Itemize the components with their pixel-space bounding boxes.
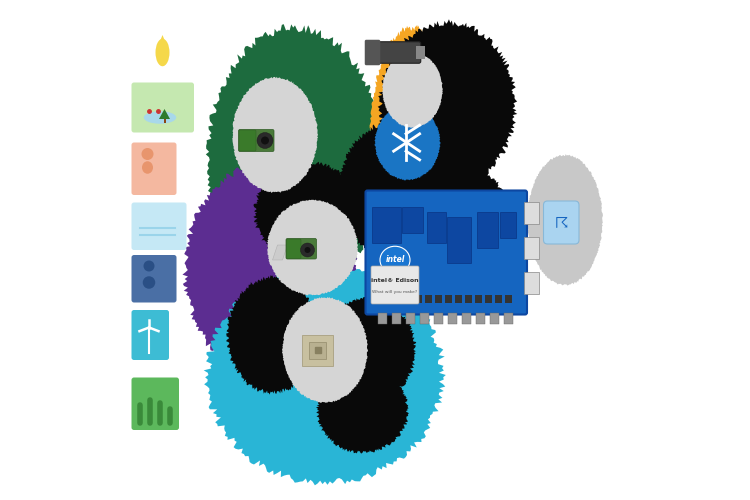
Polygon shape	[374, 104, 440, 180]
Polygon shape	[338, 120, 446, 259]
FancyBboxPatch shape	[405, 294, 412, 302]
FancyBboxPatch shape	[465, 294, 472, 302]
Polygon shape	[393, 160, 512, 279]
FancyBboxPatch shape	[164, 116, 166, 122]
FancyBboxPatch shape	[131, 255, 176, 302]
Circle shape	[301, 243, 314, 257]
Circle shape	[143, 260, 154, 272]
FancyBboxPatch shape	[286, 238, 316, 259]
Polygon shape	[204, 264, 446, 486]
FancyBboxPatch shape	[524, 236, 538, 258]
Polygon shape	[316, 366, 409, 454]
FancyBboxPatch shape	[505, 294, 512, 302]
FancyBboxPatch shape	[490, 312, 499, 324]
FancyBboxPatch shape	[302, 334, 333, 366]
FancyBboxPatch shape	[503, 312, 512, 324]
FancyBboxPatch shape	[419, 312, 428, 324]
FancyBboxPatch shape	[524, 272, 538, 293]
FancyBboxPatch shape	[448, 312, 457, 324]
FancyBboxPatch shape	[365, 190, 527, 314]
FancyBboxPatch shape	[371, 266, 419, 304]
FancyBboxPatch shape	[455, 294, 462, 302]
FancyBboxPatch shape	[433, 312, 442, 324]
Polygon shape	[226, 276, 319, 394]
Text: intel: intel	[386, 256, 405, 264]
FancyBboxPatch shape	[131, 82, 194, 132]
Polygon shape	[318, 296, 416, 404]
Polygon shape	[254, 161, 362, 264]
Polygon shape	[182, 160, 358, 380]
FancyBboxPatch shape	[485, 294, 492, 302]
FancyBboxPatch shape	[477, 212, 498, 248]
FancyBboxPatch shape	[427, 212, 445, 243]
Circle shape	[257, 132, 273, 148]
FancyBboxPatch shape	[238, 130, 274, 152]
Polygon shape	[158, 35, 166, 45]
FancyBboxPatch shape	[406, 312, 415, 324]
FancyBboxPatch shape	[476, 312, 484, 324]
FancyBboxPatch shape	[131, 142, 176, 195]
Circle shape	[142, 148, 154, 160]
Text: What will you make?: What will you make?	[372, 290, 418, 294]
FancyBboxPatch shape	[425, 294, 432, 302]
FancyBboxPatch shape	[374, 42, 421, 63]
FancyBboxPatch shape	[131, 378, 179, 430]
FancyBboxPatch shape	[131, 202, 187, 250]
FancyBboxPatch shape	[372, 207, 400, 243]
FancyBboxPatch shape	[395, 294, 402, 302]
Polygon shape	[527, 154, 603, 286]
FancyBboxPatch shape	[402, 207, 423, 233]
Ellipse shape	[142, 161, 153, 174]
FancyBboxPatch shape	[364, 40, 380, 65]
Polygon shape	[369, 25, 456, 260]
Polygon shape	[378, 20, 518, 190]
Ellipse shape	[144, 112, 176, 124]
FancyBboxPatch shape	[445, 294, 452, 302]
FancyBboxPatch shape	[239, 130, 256, 151]
FancyBboxPatch shape	[435, 294, 442, 302]
FancyBboxPatch shape	[475, 294, 482, 302]
FancyBboxPatch shape	[286, 239, 301, 258]
Polygon shape	[232, 77, 318, 193]
FancyBboxPatch shape	[416, 46, 425, 58]
Polygon shape	[272, 245, 287, 260]
FancyBboxPatch shape	[544, 201, 579, 244]
Polygon shape	[159, 109, 170, 119]
FancyBboxPatch shape	[500, 212, 515, 238]
FancyBboxPatch shape	[447, 217, 470, 263]
Circle shape	[261, 136, 269, 144]
FancyBboxPatch shape	[495, 294, 502, 302]
Text: intel® Edison: intel® Edison	[371, 278, 419, 282]
Ellipse shape	[155, 39, 170, 66]
Circle shape	[304, 247, 310, 253]
FancyBboxPatch shape	[131, 310, 169, 360]
Ellipse shape	[380, 246, 410, 274]
Polygon shape	[206, 24, 385, 296]
FancyBboxPatch shape	[461, 312, 470, 324]
Polygon shape	[382, 52, 442, 128]
Polygon shape	[282, 297, 368, 403]
FancyBboxPatch shape	[524, 202, 538, 224]
Text: ☈: ☈	[554, 215, 568, 230]
FancyBboxPatch shape	[377, 312, 386, 324]
FancyBboxPatch shape	[415, 294, 422, 302]
FancyBboxPatch shape	[392, 312, 400, 324]
Ellipse shape	[142, 276, 155, 289]
FancyBboxPatch shape	[309, 342, 326, 358]
Polygon shape	[267, 200, 358, 296]
